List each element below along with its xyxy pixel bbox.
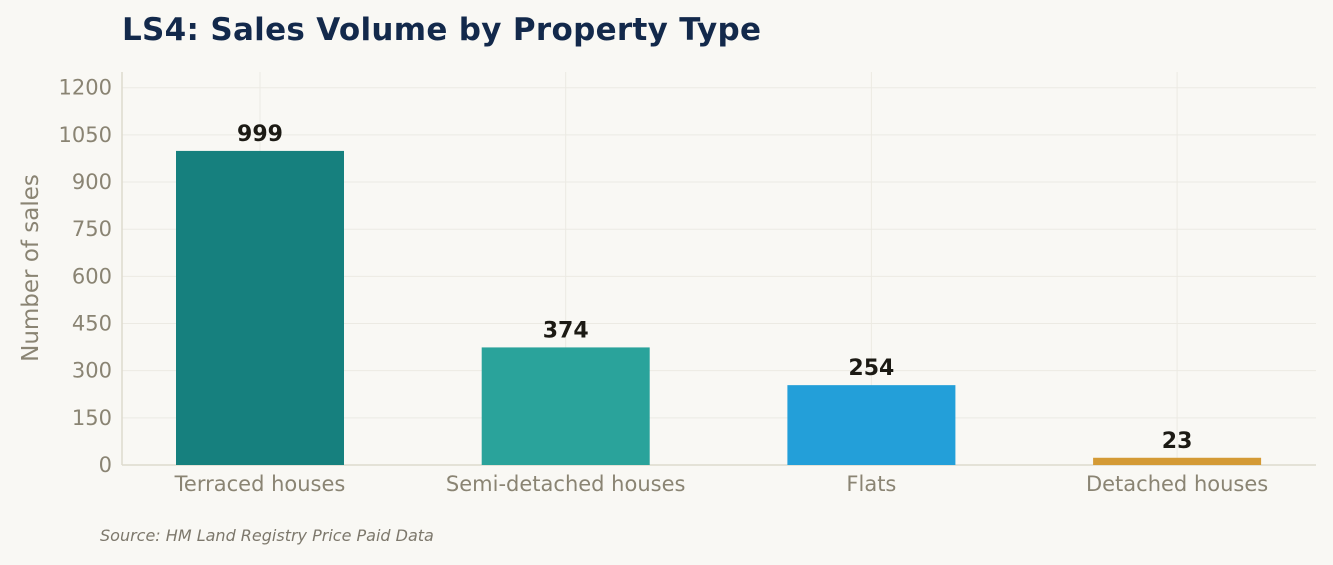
bar <box>787 385 956 465</box>
labels: 0 150 300 450 600 750 900 1050 1200 999 Terraced h… <box>59 76 1269 496</box>
y-tick-label: 150 <box>72 406 112 430</box>
bar <box>176 150 344 465</box>
x-category-label: Terraced houses <box>174 472 346 496</box>
y-tick-label: 450 <box>72 312 112 336</box>
bar-value-label: 23 <box>1162 429 1193 454</box>
y-tick-label: 0 <box>99 453 112 477</box>
x-category-label: Flats <box>846 472 896 496</box>
bar <box>481 347 650 465</box>
x-category-label: Detached houses <box>1086 472 1268 496</box>
bar <box>1093 457 1262 465</box>
y-tick-label: 600 <box>72 264 112 288</box>
y-tick-label: 300 <box>72 359 112 383</box>
y-tick-label: 1200 <box>59 76 112 100</box>
chart-title: LS4: Sales Volume by Property Type <box>122 12 762 48</box>
y-tick-label: 750 <box>72 217 112 241</box>
y-tick-label: 1050 <box>59 123 112 147</box>
bar-chart: 0 150 300 450 600 750 900 1050 1200 999 Terraced h… <box>18 72 1316 496</box>
x-category-label: Semi-detached houses <box>446 472 686 496</box>
bar-value-label: 999 <box>237 122 283 147</box>
bar-value-label: 254 <box>848 356 894 381</box>
y-tick-label: 900 <box>72 170 112 194</box>
source-note: Source: HM Land Registry Price Paid Data <box>100 526 434 545</box>
y-axis-title: Number of sales <box>18 174 44 362</box>
bars <box>176 150 1262 465</box>
bar-value-label: 374 <box>543 318 589 343</box>
